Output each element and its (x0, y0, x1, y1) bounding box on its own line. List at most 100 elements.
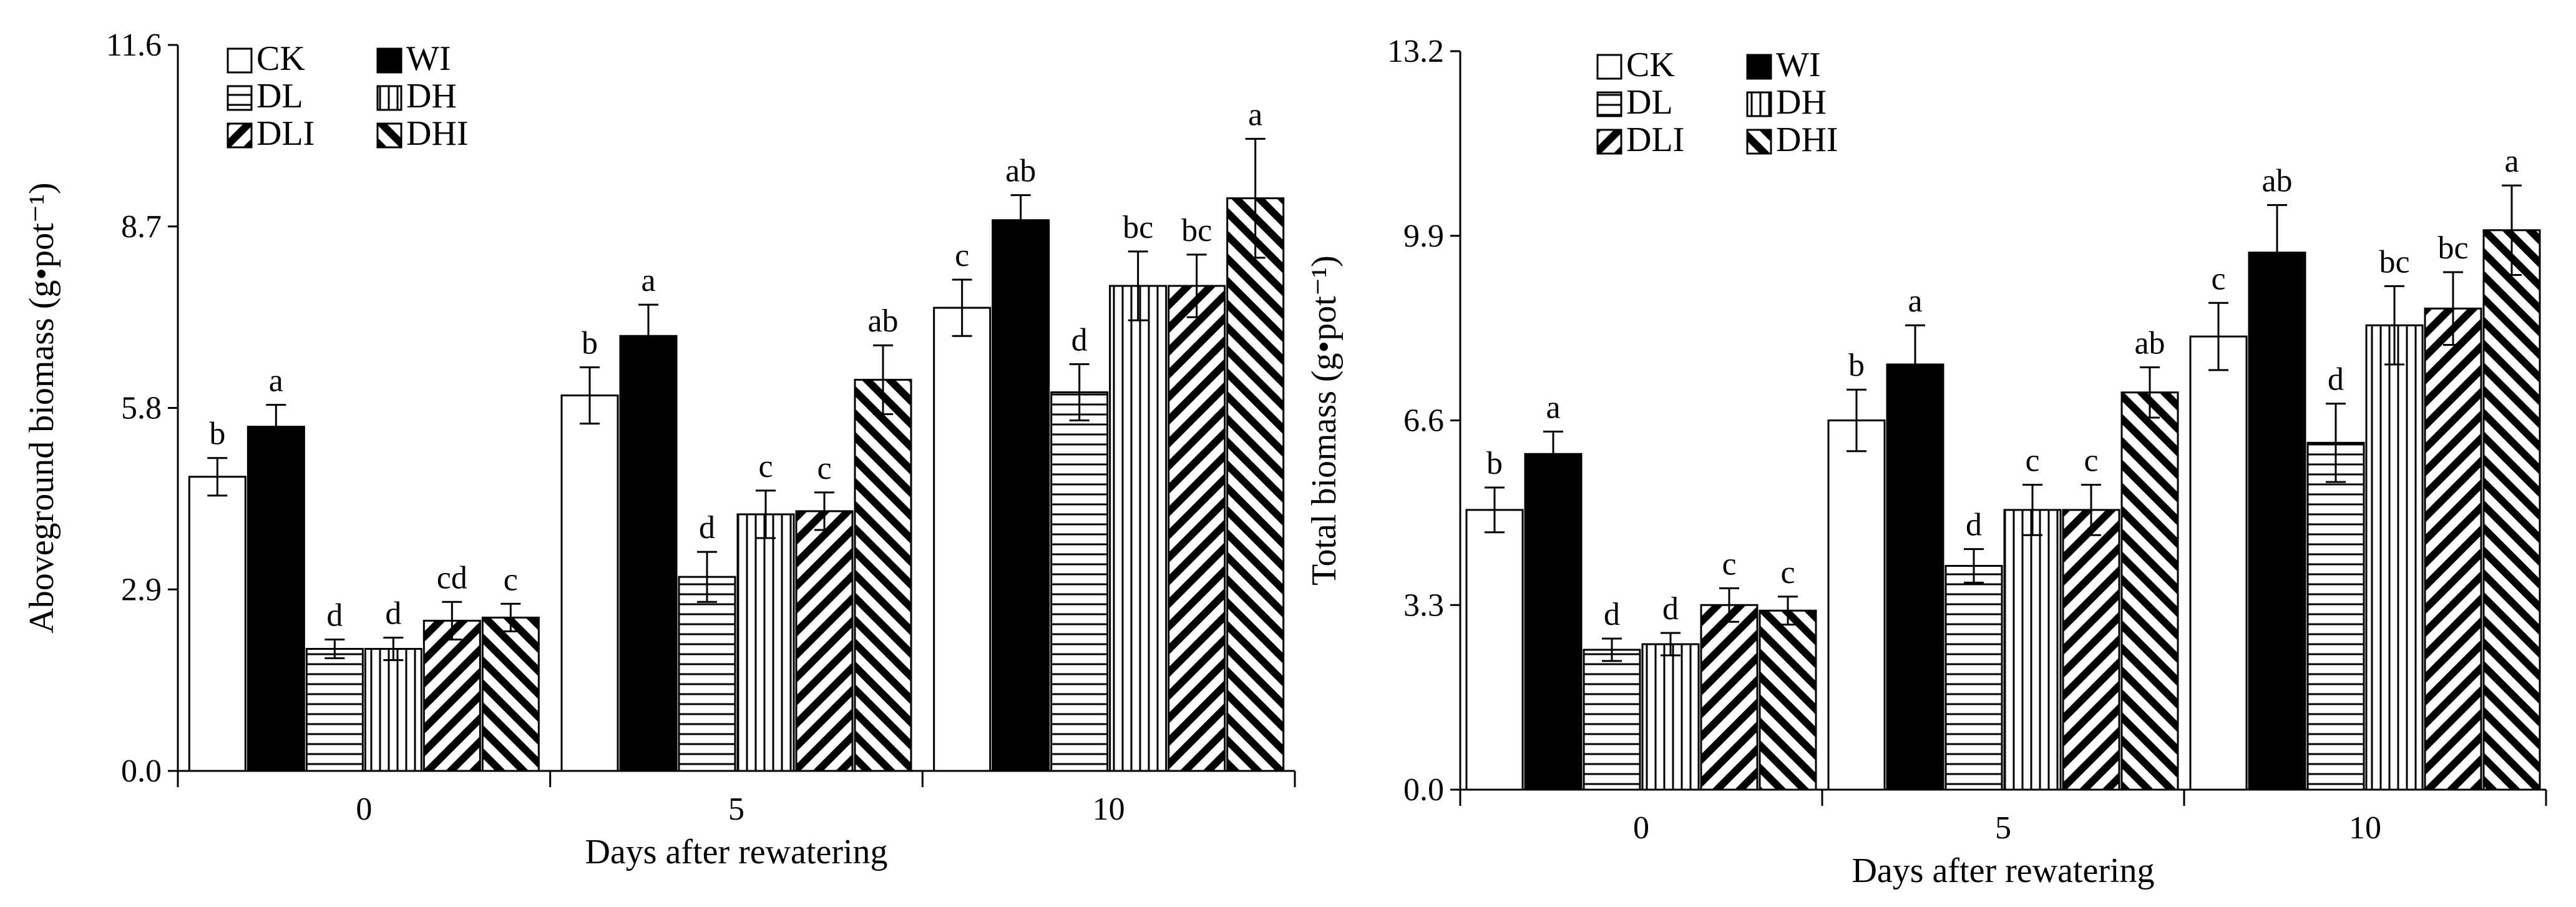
bar-ck (2189, 335, 2248, 791)
significance-letter: a (1546, 390, 1560, 425)
legend-swatch-ck (1596, 54, 1622, 80)
significance-letter: b (582, 325, 598, 361)
y-tick-label: 13.2 (1387, 34, 1444, 69)
total-biomass-chart: 0.0 3.3 6.6 9.9 13.2 0 5 10 Days after rewaterin… (1305, 34, 2547, 890)
x-tick-label: 5 (1995, 810, 2011, 846)
significance-letter: c (1722, 546, 1736, 582)
y-axis-title: Total biomass (g•pot⁻¹) (1305, 255, 1344, 586)
bar-dhi (2482, 229, 2541, 791)
y-tick-label: 3.3 (1403, 587, 1444, 623)
bar-dhi (481, 616, 540, 772)
bar-dh (736, 513, 795, 772)
significance-letter: a (1248, 97, 1262, 132)
bar-wi (1524, 453, 1583, 791)
significance-letter: cd (437, 560, 467, 596)
bar-wi (619, 335, 678, 772)
significance-letter: bc (2437, 230, 2468, 266)
bar-dl (1583, 649, 1641, 791)
y-tick-label: 11.6 (106, 27, 162, 63)
y-tick-label: 2.9 (121, 572, 162, 607)
bar-dli (2424, 307, 2482, 791)
significance-letter: ab (2261, 163, 2292, 199)
bar-wi (2248, 252, 2306, 791)
y-tick-label: 6.6 (1403, 403, 1444, 439)
significance-letter: a (269, 363, 283, 398)
significance-letter: c (504, 562, 518, 597)
bar-ck (933, 306, 992, 772)
legend-label-dhi: DHI (1776, 120, 1838, 159)
bar-dhi (854, 378, 912, 772)
legend-swatch-dh (376, 85, 402, 111)
y-tick-label: 5.8 (121, 391, 162, 426)
significance-letter: c (1780, 555, 1795, 591)
significance-letter: d (1071, 322, 1088, 358)
y-tick-label: 9.9 (1403, 218, 1444, 254)
significance-letter: c (817, 451, 831, 486)
bar-dli (1700, 604, 1759, 791)
significance-letter: a (641, 263, 655, 298)
bar-dli (422, 619, 481, 772)
legend-label-wi: WI (1776, 46, 1821, 84)
legend-label-ck: CK (1626, 46, 1675, 84)
significance-letter: c (2211, 261, 2225, 297)
significance-letter: c (955, 238, 969, 273)
significance-letter: c (2084, 443, 2098, 479)
x-tick-label: 10 (2349, 810, 2381, 846)
bar-dl (678, 576, 736, 772)
y-tick-label: 0.0 (121, 753, 162, 789)
significance-letter: a (1908, 283, 1922, 319)
bar-ck (560, 394, 619, 772)
legend-label-dhi: DHI (406, 114, 469, 153)
y-tick-label: 0.0 (1403, 772, 1444, 808)
x-axis-title: Days after rewatering (585, 833, 887, 871)
bar-dh (364, 647, 422, 772)
significance-letter: d (1966, 507, 1982, 543)
bar-dhi (1226, 197, 1285, 772)
significance-letter: b (1486, 446, 1503, 481)
significance-letter: c (2025, 443, 2039, 479)
x-tick-label: 10 (1093, 792, 1125, 827)
significance-letter: d (1604, 597, 1620, 632)
legend-swatch-dh (1746, 91, 1772, 117)
legend-swatch-dli (1596, 129, 1622, 155)
bar-wi (246, 426, 305, 772)
bar-wi (992, 219, 1050, 772)
significance-letter: d (385, 596, 401, 631)
bar-dl (305, 647, 364, 772)
significance-letter: a (2504, 144, 2519, 179)
x-tick-label: 0 (1633, 810, 1649, 846)
bar-dli (1168, 285, 1226, 772)
legend-label-dh: DH (406, 77, 457, 115)
bar-dl (1050, 391, 1109, 772)
legend-swatch-dhi (376, 122, 402, 149)
x-tick-label: 5 (728, 792, 744, 827)
bar-dl (2306, 441, 2365, 791)
significance-letter: ab (1005, 154, 1036, 189)
legend-label-dli: DLI (1626, 120, 1684, 159)
bar-dli (795, 510, 854, 772)
legend-label-ck: CK (256, 39, 305, 78)
significance-letter: ab (867, 303, 898, 339)
legend-swatch-dhi (1746, 129, 1772, 155)
legend-label-wi: WI (406, 39, 451, 78)
bar-dli (2062, 509, 2120, 791)
legend-swatch-wi (376, 47, 402, 74)
bar-ck (1465, 509, 1524, 791)
bar-ck (188, 476, 246, 772)
significance-letter: bc (2379, 244, 2409, 280)
legend-label-dl: DL (256, 77, 303, 115)
y-tick-label: 8.7 (121, 209, 162, 245)
significance-letter: c (758, 449, 773, 484)
bar-dh (1641, 643, 1700, 791)
bar-dl (1944, 565, 2003, 791)
x-axis-title: Days after rewatering (1852, 851, 2154, 890)
legend-swatch-dli (227, 122, 253, 149)
significance-letter: d (326, 597, 343, 633)
bar-dh (2365, 324, 2424, 791)
bar-ck (1827, 419, 1886, 791)
significance-letter: b (209, 416, 225, 452)
bar-wi (1886, 363, 1944, 791)
legend-swatch-dl (227, 85, 253, 111)
legend-swatch-dl (1596, 91, 1622, 117)
